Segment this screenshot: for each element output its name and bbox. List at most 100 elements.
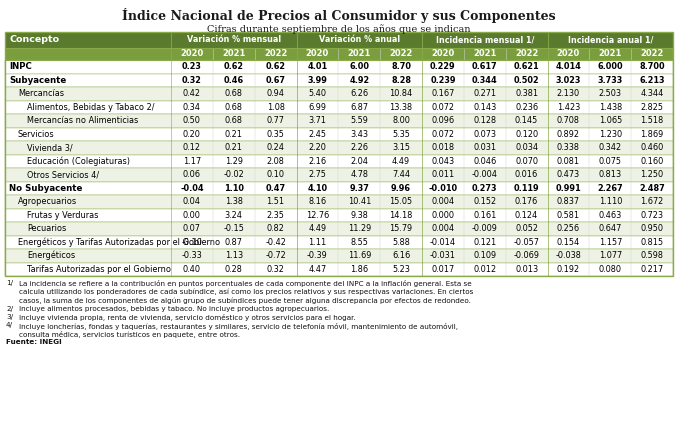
Text: 1.423: 1.423 (557, 103, 580, 112)
Text: 0.837: 0.837 (557, 197, 580, 206)
Text: 0.46: 0.46 (224, 76, 244, 85)
Text: 5.35: 5.35 (392, 130, 410, 139)
Bar (5, 195, 673, 209)
Text: 0.109: 0.109 (473, 251, 496, 260)
Text: 0.004: 0.004 (431, 197, 454, 206)
Text: 8.28: 8.28 (391, 76, 411, 85)
Text: Servicios: Servicios (18, 130, 55, 139)
Text: Variación % mensual: Variación % mensual (186, 35, 281, 45)
Text: Frutas y Verduras: Frutas y Verduras (27, 211, 98, 220)
Text: 0.239: 0.239 (430, 76, 456, 85)
Text: 0.708: 0.708 (557, 116, 580, 125)
Text: 5.88: 5.88 (392, 238, 410, 247)
Text: 1.077: 1.077 (599, 251, 622, 260)
Text: 2020: 2020 (180, 50, 203, 58)
Text: Mercancías no Alimenticias: Mercancías no Alimenticias (27, 116, 138, 125)
Text: 1.438: 1.438 (599, 103, 622, 112)
Text: 0.176: 0.176 (515, 197, 538, 206)
Text: 4.344: 4.344 (641, 89, 664, 98)
Text: 0.256: 0.256 (557, 224, 580, 233)
Text: 0.77: 0.77 (266, 116, 285, 125)
Text: 1.51: 1.51 (266, 197, 285, 206)
Text: -0.33: -0.33 (182, 251, 202, 260)
Text: 0.152: 0.152 (473, 197, 496, 206)
Text: Variación % anual: Variación % anual (319, 35, 400, 45)
Text: 4.01: 4.01 (307, 62, 327, 71)
Text: -0.069: -0.069 (513, 251, 540, 260)
Bar (5, 127, 673, 141)
Text: 0.012: 0.012 (473, 265, 496, 274)
Text: 0.32: 0.32 (182, 76, 202, 85)
Text: 1.065: 1.065 (599, 116, 622, 125)
Text: 2.04: 2.04 (351, 157, 368, 166)
Text: -0.02: -0.02 (223, 170, 244, 179)
Text: 13.38: 13.38 (390, 103, 413, 112)
Text: 3.24: 3.24 (224, 211, 243, 220)
Text: 0.460: 0.460 (641, 143, 664, 152)
Text: Tarifas Autorizadas por el Gobierno: Tarifas Autorizadas por el Gobierno (27, 265, 171, 274)
Text: 4.49: 4.49 (392, 157, 410, 166)
Text: 0.229: 0.229 (430, 62, 456, 71)
Text: 0.072: 0.072 (431, 130, 454, 139)
Text: 3.733: 3.733 (597, 76, 623, 85)
Text: 0.621: 0.621 (514, 62, 540, 71)
Text: 0.271: 0.271 (473, 89, 496, 98)
Text: 0.950: 0.950 (641, 224, 664, 233)
Text: 0.096: 0.096 (431, 116, 454, 125)
Text: 0.031: 0.031 (473, 143, 496, 152)
Text: 0.617: 0.617 (472, 62, 498, 71)
Text: 0.598: 0.598 (641, 251, 664, 260)
Text: 0.21: 0.21 (224, 130, 243, 139)
Text: 9.96: 9.96 (391, 184, 411, 193)
Text: 2020: 2020 (431, 50, 454, 58)
Text: 0.00: 0.00 (183, 211, 201, 220)
Text: 8.00: 8.00 (392, 116, 410, 125)
Text: 8.70: 8.70 (391, 62, 411, 71)
Text: 1.110: 1.110 (599, 197, 622, 206)
Text: 1.518: 1.518 (641, 116, 664, 125)
Text: -0.004: -0.004 (472, 170, 498, 179)
Text: consulta médica, servicios turísticos en paquete, entre otros.: consulta médica, servicios turísticos en… (19, 331, 240, 338)
Bar (5, 209, 673, 222)
Text: 2.35: 2.35 (266, 211, 285, 220)
Text: 4.49: 4.49 (308, 224, 327, 233)
Text: 0.23: 0.23 (182, 62, 202, 71)
Bar (5, 249, 673, 263)
Text: Energéticos: Energéticos (27, 251, 75, 260)
Text: 0.82: 0.82 (266, 224, 285, 233)
Text: Incluye vivienda propia, renta de vivienda, servicio doméstico y otros servicios: Incluye vivienda propia, renta de vivien… (19, 314, 356, 321)
Text: 1.17: 1.17 (183, 157, 201, 166)
Text: -0.04: -0.04 (180, 184, 203, 193)
Text: 2021: 2021 (348, 50, 371, 58)
Text: 1.38: 1.38 (224, 197, 243, 206)
Text: 3.15: 3.15 (392, 143, 410, 152)
Text: -0.010: -0.010 (428, 184, 458, 193)
Text: 0.06: 0.06 (183, 170, 201, 179)
Text: 2022: 2022 (264, 50, 287, 58)
Bar (5, 32, 673, 276)
Text: -0.031: -0.031 (430, 251, 456, 260)
Text: -0.014: -0.014 (430, 238, 456, 247)
Bar (5, 114, 673, 127)
Text: 0.68: 0.68 (224, 103, 243, 112)
Text: 1.10: 1.10 (224, 184, 244, 193)
Bar (5, 236, 673, 249)
Text: 6.87: 6.87 (351, 103, 368, 112)
Text: 0.080: 0.080 (599, 265, 622, 274)
Text: 0.034: 0.034 (515, 143, 538, 152)
Text: -0.038: -0.038 (555, 251, 581, 260)
Text: 0.813: 0.813 (599, 170, 622, 179)
Text: 0.581: 0.581 (557, 211, 580, 220)
Text: 2022: 2022 (515, 50, 538, 58)
Text: 9.38: 9.38 (351, 211, 368, 220)
Text: 3.023: 3.023 (556, 76, 581, 85)
Text: 2022: 2022 (641, 50, 664, 58)
Text: 0.24: 0.24 (266, 143, 285, 152)
Text: 5.59: 5.59 (351, 116, 368, 125)
Text: Vivienda 3/: Vivienda 3/ (27, 143, 73, 152)
Text: 1.11: 1.11 (308, 238, 327, 247)
Text: 1.86: 1.86 (351, 265, 368, 274)
Text: 0.62: 0.62 (224, 62, 244, 71)
Text: 0.119: 0.119 (514, 184, 540, 193)
Text: 0.12: 0.12 (183, 143, 201, 152)
